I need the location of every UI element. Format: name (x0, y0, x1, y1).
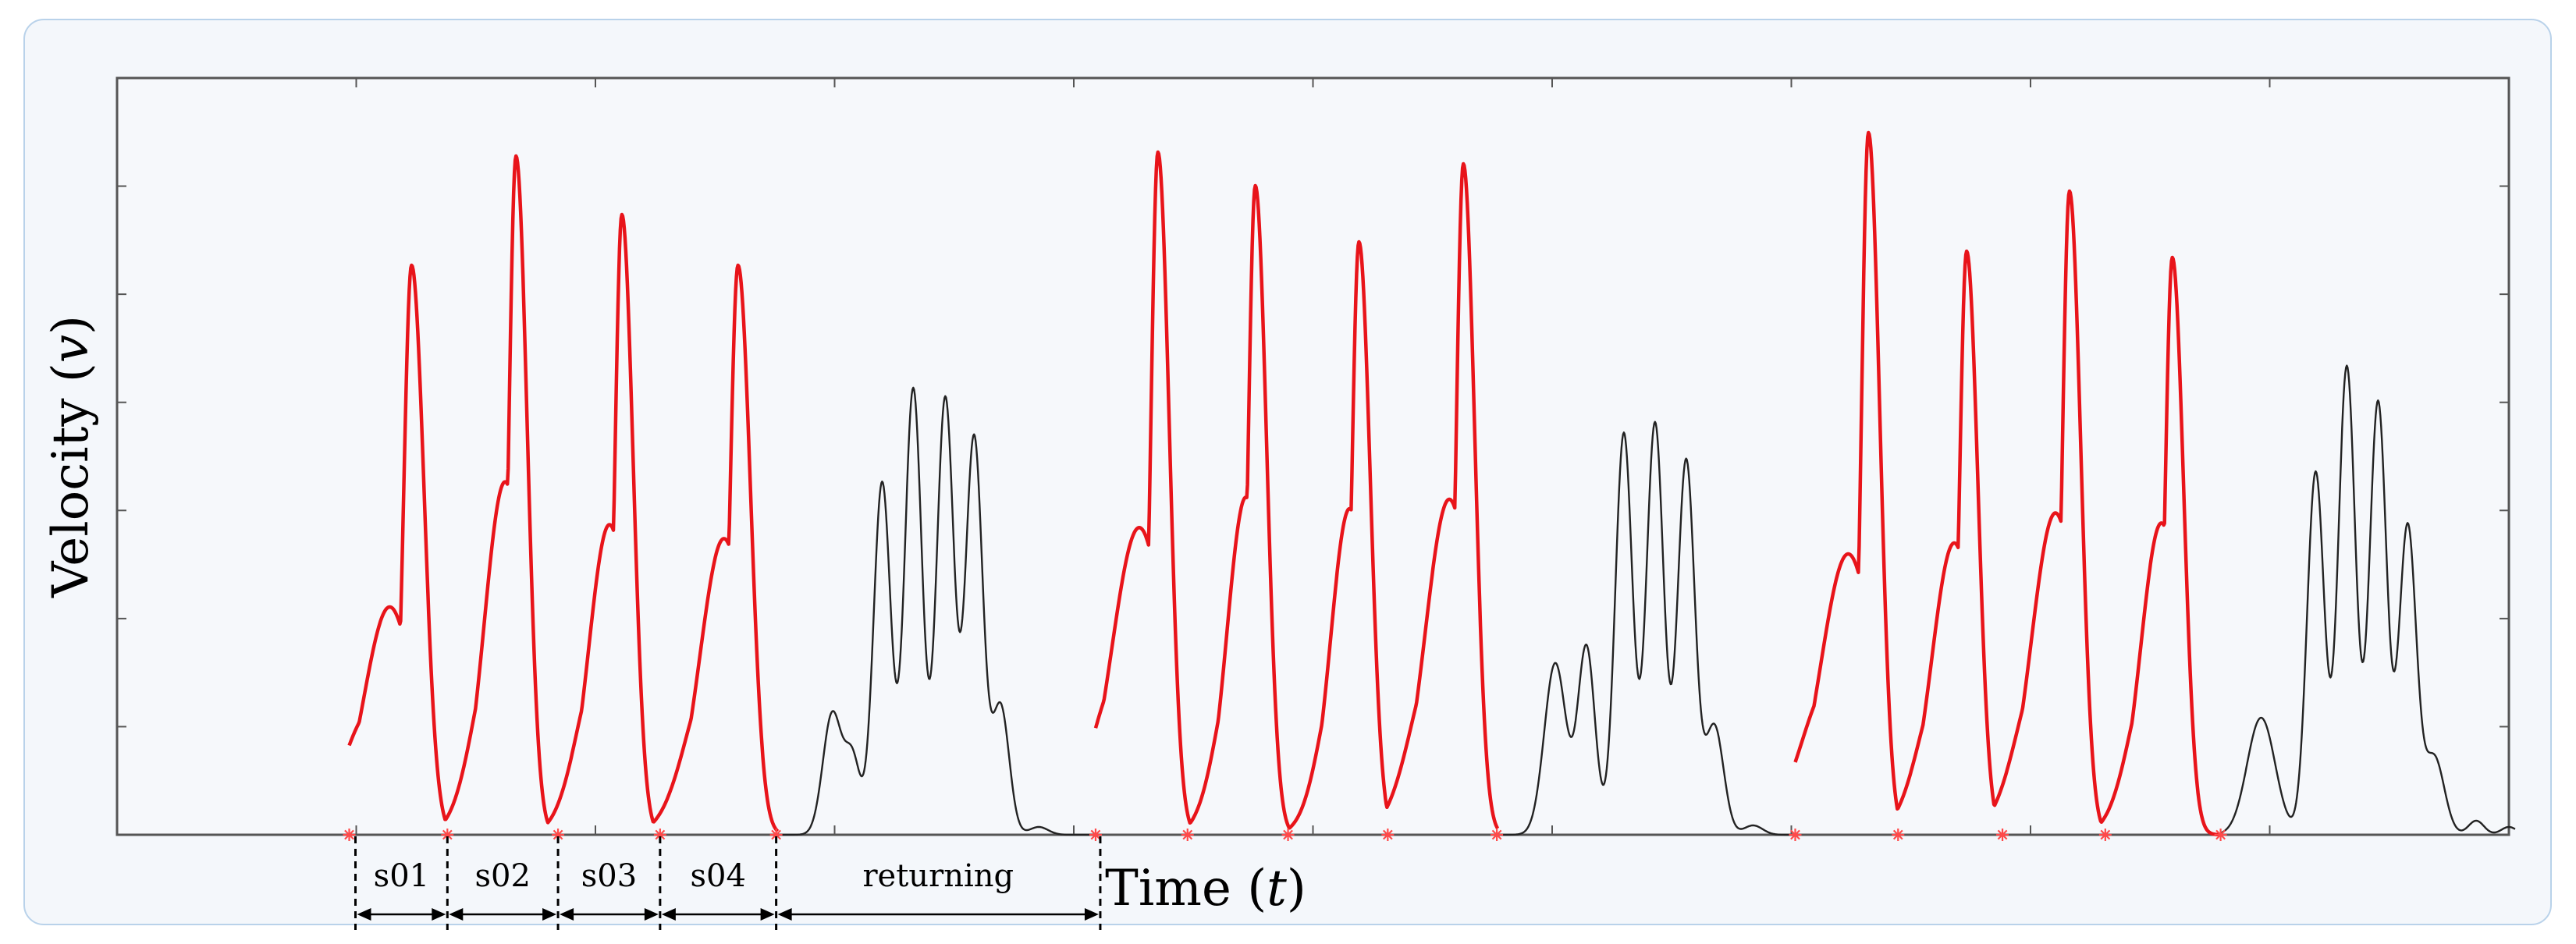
segment-arrow: s02 (449, 858, 557, 921)
segment-arrow-head-left (449, 908, 464, 921)
boundary-marker-stroke (1790, 829, 1800, 840)
segment-label: returning (862, 858, 1014, 894)
plot-area (115, 76, 2510, 836)
segment-arrow: s03 (560, 858, 659, 921)
boundary-marker (1381, 829, 1395, 841)
x-axis-title-text: Time ( (1105, 860, 1267, 917)
x-axis-title-var: t (1267, 860, 1287, 917)
boundary-marker-stroke (442, 829, 453, 840)
boundary-marker (2214, 829, 2227, 841)
segment-label: s03 (581, 858, 637, 894)
segment-arrow: s01 (357, 858, 446, 921)
y-axis-title-close: ) (42, 315, 100, 335)
boundary-marker (1089, 829, 1102, 841)
boundary-marker (1789, 829, 1802, 841)
boundary-marker (343, 829, 356, 841)
boundary-marker (441, 829, 454, 841)
x-axis-title: Time (t) (1105, 860, 1306, 917)
boundary-marker-stroke (1090, 829, 1101, 840)
boundary-marker-stroke (2100, 829, 2111, 840)
y-axis-title: Velocity (v) (42, 315, 100, 598)
segment-arrow: s04 (661, 858, 775, 921)
segment-arrow-head-left (661, 908, 676, 921)
y-axis-title-var: v (42, 335, 100, 363)
boundary-marker-stroke (2215, 829, 2226, 840)
segment-arrow-head-right (542, 908, 557, 921)
y-axis-title-text: Velocity ( (42, 363, 100, 598)
boundary-marker-stroke (553, 829, 563, 840)
boundary-marker (1281, 829, 1295, 841)
boundary-marker (552, 829, 565, 841)
segment-arrow-head-left (357, 908, 371, 921)
boundary-marker-stroke (344, 829, 354, 840)
boundary-marker-stroke (1892, 829, 1903, 840)
segment-arrow-head-right (760, 908, 775, 921)
segment-label: s01 (374, 858, 429, 894)
boundary-marker (1181, 829, 1194, 841)
segment-arrow-head-right (1084, 908, 1099, 921)
boundary-marker (1491, 829, 1504, 841)
segment-arrow-head-left (777, 908, 792, 921)
boundary-marker-stroke (1382, 829, 1393, 840)
boundary-marker-stroke (1491, 829, 1502, 840)
boundary-marker-stroke (655, 829, 666, 840)
boundary-marker-stroke (771, 829, 781, 840)
returning-velocity-series (777, 364, 2516, 836)
boundary-marker-stroke (1997, 829, 2008, 840)
segment-label: s02 (474, 858, 530, 894)
segment-arrow-head-right (644, 908, 659, 921)
x-axis-title-close: ) (1287, 860, 1306, 917)
segment-arrow-head-left (560, 908, 574, 921)
segment-annotations: s01 s02 s03 s04 returning (354, 836, 1102, 930)
segment-arrow: returning (777, 858, 1099, 921)
boundary-marker-stroke (1182, 829, 1193, 840)
segment-label: s04 (691, 858, 746, 894)
boundary-marker-stroke (1283, 829, 1293, 840)
boundary-marker (1892, 829, 1905, 841)
boundary-marker (2098, 829, 2112, 841)
stroke-velocity-series (347, 130, 2222, 837)
segment-arrow-head-right (432, 908, 446, 921)
boundary-marker (1996, 829, 2009, 841)
boundary-markers (343, 829, 2227, 841)
axis-ticks (117, 78, 2509, 835)
